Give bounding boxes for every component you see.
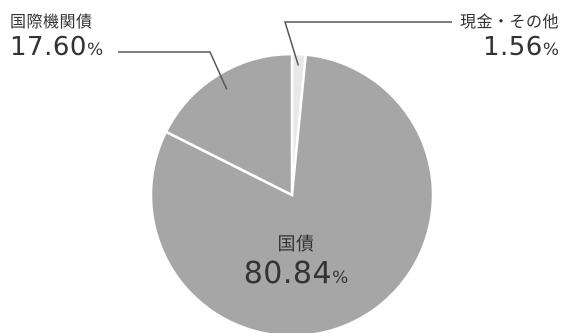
slice-label-cash-other: 現金・その他 [459, 12, 559, 31]
slice-value-jgb: 80.84 [243, 256, 333, 291]
label-jgb: 国債 80.84% [236, 230, 356, 291]
label-international-bonds: 国際機関債 17.60% [10, 8, 103, 62]
slice-jgb [149, 53, 435, 333]
slice-value-international-bonds: 17.60 [10, 32, 87, 62]
slice-label-international-bonds: 国際機関債 [10, 12, 93, 31]
slice-unit-international-bonds: % [86, 40, 104, 60]
slice-unit-cash-other: % [542, 40, 559, 60]
slice-international-bonds [164, 52, 294, 198]
leader-line-cash-other [283, 21, 452, 66]
slice-value-cash-other: 1.56 [482, 32, 543, 62]
leader-line-international-bonds [118, 51, 228, 90]
label-cash-other: 現金・その他 1.56% [460, 8, 559, 62]
slice-unit-jgb: % [332, 268, 349, 288]
slice-label-jgb: 国債 [277, 234, 315, 255]
